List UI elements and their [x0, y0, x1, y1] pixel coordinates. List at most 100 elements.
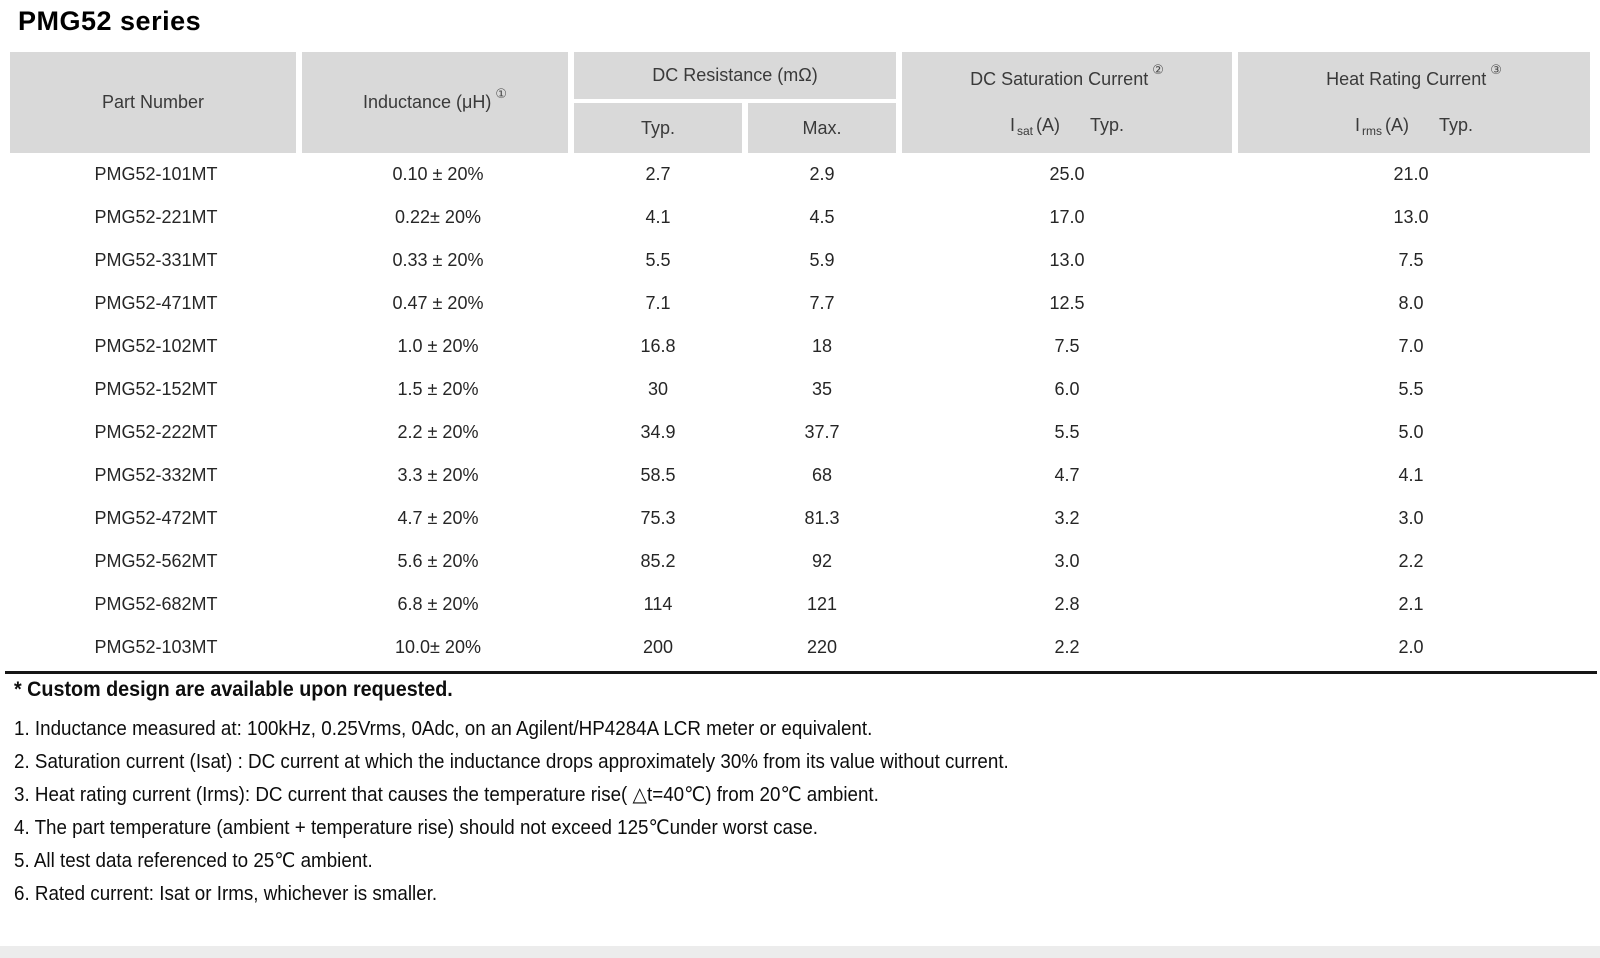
cell-dcr-typ: 2.7 — [645, 164, 671, 184]
cell-irms: 2.1 — [1398, 594, 1424, 614]
cell-part-number: PMG52-562MT — [94, 551, 218, 571]
cell-isat: 13.0 — [1049, 250, 1085, 270]
custom-design-note: * Custom design are available upon reque… — [14, 678, 453, 701]
cell-dcr-typ: 5.5 — [645, 250, 671, 270]
cell-isat: 7.5 — [1054, 336, 1080, 356]
note-item: 1. Inductance measured at: 100kHz, 0.25V… — [14, 718, 873, 740]
cell-part-number: PMG52-152MT — [94, 379, 218, 399]
cell-dcr-max: 7.7 — [809, 293, 835, 313]
cell-dcr-max: 81.3 — [804, 508, 840, 528]
cell-dcr-max: 92 — [811, 551, 833, 571]
cell-dcr-max: 4.5 — [809, 207, 835, 227]
cell-part-number: PMG52-472MT — [94, 508, 218, 528]
cell-irms: 8.0 — [1398, 293, 1424, 313]
cell-part-number: PMG52-332MT — [94, 465, 218, 485]
cell-isat: 3.2 — [1054, 508, 1080, 528]
cell-dcr-max: 2.9 — [809, 164, 835, 184]
cell-isat: 6.0 — [1054, 379, 1080, 399]
cell-isat: 12.5 — [1049, 293, 1085, 313]
irms-subscript: rms — [1362, 123, 1382, 138]
cell-inductance: 4.7 ± 20% — [397, 508, 479, 528]
cell-inductance: 0.33 ± 20% — [392, 250, 484, 270]
cell-isat: 4.7 — [1054, 465, 1080, 485]
table-row: PMG52-222MT 2.2 ± 20% 34.9 37.7 5.5 5.0 — [10, 411, 1590, 454]
isat-symbol: I — [1009, 115, 1015, 135]
cell-part-number: PMG52-221MT — [94, 207, 218, 227]
cell-part-number: PMG52-102MT — [94, 336, 218, 356]
cell-isat: 25.0 — [1049, 164, 1085, 184]
cell-inductance: 5.6 ± 20% — [397, 551, 479, 571]
cell-inductance: 2.2 ± 20% — [397, 422, 479, 442]
cell-dcr-typ: 4.1 — [645, 207, 671, 227]
cell-part-number: PMG52-471MT — [94, 293, 218, 313]
cell-part-number: PMG52-103MT — [94, 637, 218, 657]
cell-irms: 5.0 — [1398, 422, 1424, 442]
header-inductance: Inductance (μH) ① — [302, 52, 568, 153]
page-title: PMG52 series — [18, 6, 202, 36]
cell-dcr-typ: 16.8 — [640, 336, 676, 356]
cell-dcr-typ: 34.9 — [640, 422, 676, 442]
cell-irms: 3.0 — [1398, 508, 1424, 528]
cell-inductance: 0.47 ± 20% — [392, 293, 484, 313]
page-bottom-edge — [0, 946, 1600, 958]
table-row: PMG52-152MT 1.5 ± 20% 30 35 6.0 5.5 — [10, 368, 1590, 411]
cell-isat: 3.0 — [1054, 551, 1080, 571]
header-dc-resistance: DC Resistance (mΩ) — [574, 52, 896, 99]
cell-irms: 2.2 — [1398, 551, 1424, 571]
cell-irms: 5.5 — [1398, 379, 1424, 399]
cell-irms: 21.0 — [1393, 164, 1429, 184]
cell-isat: 5.5 — [1054, 422, 1080, 442]
header-heat-label: Heat Rating Current — [1326, 68, 1487, 89]
cell-inductance: 1.5 ± 20% — [397, 379, 479, 399]
note-item: 4. The part temperature (ambient + tempe… — [14, 817, 819, 839]
cell-dcr-max: 5.9 — [809, 250, 835, 270]
cell-irms: 7.5 — [1398, 250, 1424, 270]
header-part-number: Part Number — [10, 52, 296, 153]
note-ref-3: ③ — [1490, 62, 1502, 77]
cell-dcr-typ: 58.5 — [640, 465, 676, 485]
cell-part-number: PMG52-682MT — [94, 594, 218, 614]
note-item: 6. Rated current: Isat or Irms, whicheve… — [14, 883, 438, 905]
note-ref-2: ② — [1152, 62, 1164, 77]
table-row: PMG52-102MT 1.0 ± 20% 16.8 18 7.5 7.0 — [10, 325, 1590, 368]
cell-inductance: 1.0 ± 20% — [397, 336, 479, 356]
note-list: 1. Inductance measured at: 100kHz, 0.25V… — [14, 713, 1009, 911]
cell-dcr-typ: 114 — [643, 594, 673, 614]
cell-isat: 2.2 — [1054, 637, 1080, 657]
cell-dcr-max: 121 — [806, 594, 838, 614]
header-dcr-max: Max. — [748, 103, 896, 153]
cell-irms: 2.0 — [1398, 637, 1424, 657]
cell-isat: 2.8 — [1054, 594, 1080, 614]
cell-dcr-typ: 85.2 — [640, 551, 676, 571]
cell-irms: 7.0 — [1398, 336, 1424, 356]
note-ref-1: ① — [495, 85, 508, 101]
cell-inductance: 6.8 ± 20% — [397, 594, 479, 614]
cell-isat: 17.0 — [1049, 207, 1085, 227]
header-saturation-label: DC Saturation Current — [970, 68, 1149, 89]
cell-dcr-typ: 30 — [647, 379, 669, 399]
table-row: PMG52-331MT 0.33 ± 20% 5.5 5.9 13.0 7.5 — [10, 239, 1590, 282]
table-header: Part Number Inductance (μH) ① DC Resistan… — [10, 52, 1590, 153]
cell-dcr-typ: 7.1 — [645, 293, 671, 313]
cell-dcr-max: 220 — [806, 637, 838, 657]
note-item: 2. Saturation current (Isat) : DC curren… — [14, 751, 1009, 773]
cell-dcr-max: 18 — [811, 336, 833, 356]
table-row: PMG52-103MT 10.0± 20% 200 220 2.2 2.0 — [10, 626, 1590, 669]
cell-inductance: 0.10 ± 20% — [392, 164, 484, 184]
isat-qualifier: Typ. — [1090, 115, 1125, 135]
cell-part-number: PMG52-222MT — [94, 422, 218, 442]
cell-inductance: 0.22± 20% — [395, 207, 481, 227]
isat-unit: (A) — [1036, 115, 1060, 135]
cell-dcr-max: 37.7 — [804, 422, 840, 442]
isat-subscript: sat — [1016, 123, 1033, 138]
cell-dcr-max: 68 — [811, 465, 833, 485]
table-row: PMG52-472MT 4.7 ± 20% 75.3 81.3 3.2 3.0 — [10, 497, 1590, 540]
cell-dcr-typ: 200 — [642, 637, 674, 657]
table-row: PMG52-562MT 5.6 ± 20% 85.2 92 3.0 2.2 — [10, 540, 1590, 583]
irms-qualifier: Typ. — [1439, 115, 1474, 135]
cell-irms: 13.0 — [1393, 207, 1429, 227]
note-item: 5. All test data referenced to 25℃ ambie… — [14, 850, 373, 872]
